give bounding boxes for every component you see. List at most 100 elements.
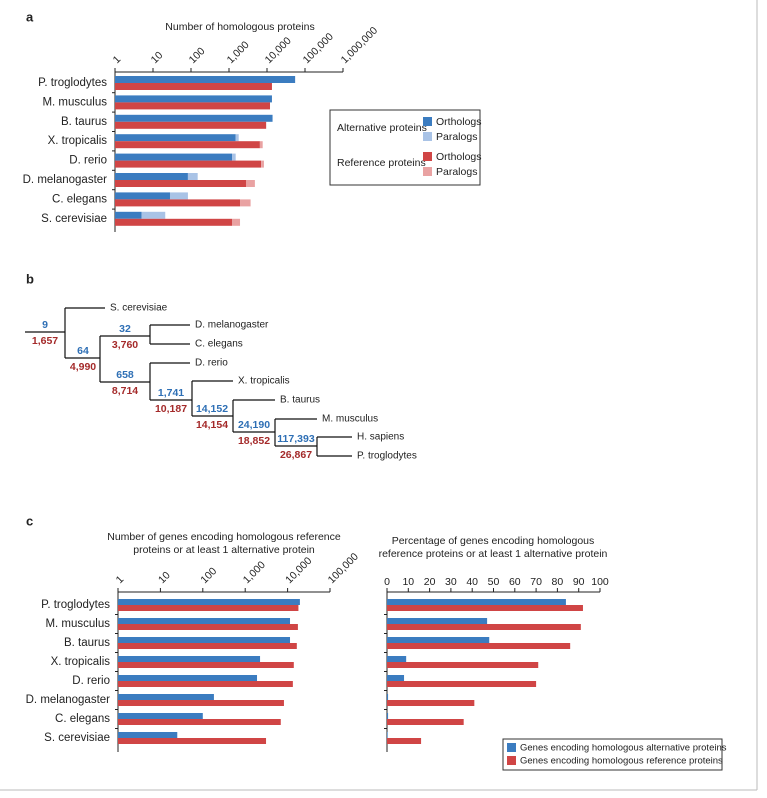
y-tick-label: D. rerio xyxy=(69,155,107,167)
y-tick-label: S. cerevisiae xyxy=(41,213,107,225)
leaf-label: H. sapiens xyxy=(357,432,404,443)
y-tick-label: P. troglodytes xyxy=(38,77,107,89)
bar xyxy=(387,618,488,624)
x-tick-label: 10,000 xyxy=(283,555,314,586)
bar xyxy=(169,192,188,200)
x-tick-label: 100,000 xyxy=(326,551,361,586)
legend-group: Reference proteins xyxy=(337,157,426,169)
bar xyxy=(387,624,581,630)
bar xyxy=(387,694,389,700)
y-tick-label: C. elegans xyxy=(55,713,110,725)
bar xyxy=(115,95,272,103)
bar xyxy=(387,681,537,687)
bar xyxy=(118,637,291,643)
bar xyxy=(245,180,255,187)
bar xyxy=(387,738,422,744)
leaf-label: D. rerio xyxy=(195,358,228,369)
legend-label: Paralogs xyxy=(436,131,477,143)
x-tick-label: 100 xyxy=(187,45,208,66)
bar xyxy=(387,605,583,611)
bar xyxy=(115,180,246,187)
y-tick-label: M. musculus xyxy=(45,618,110,630)
bar xyxy=(115,76,296,83)
panel-label: c xyxy=(26,513,33,528)
x-tick-label: 70 xyxy=(530,576,542,588)
legend-swatch xyxy=(423,152,432,161)
x-tick-label: 1,000 xyxy=(225,39,252,66)
x-tick-label: 1,000,000 xyxy=(339,24,381,66)
bar xyxy=(115,141,260,149)
node-value: 24,190 xyxy=(238,419,270,431)
bar xyxy=(118,599,300,605)
bar xyxy=(387,662,539,668)
x-tick-label: 10 xyxy=(402,576,414,588)
x-tick-label: 10 xyxy=(156,569,173,586)
bar xyxy=(115,211,142,219)
bar xyxy=(115,102,271,110)
x-tick-label: 50 xyxy=(488,576,500,588)
leaf-label: C. elegans xyxy=(195,339,243,350)
bar xyxy=(118,738,267,744)
bar xyxy=(118,719,281,725)
legend-label: Genes encoding homologous alternative pr… xyxy=(520,743,727,754)
legend-swatch xyxy=(423,117,432,126)
chart-title: Number of homologous proteins xyxy=(165,21,314,33)
y-tick-label: B. taurus xyxy=(61,116,107,128)
legend xyxy=(329,109,481,186)
bar xyxy=(115,121,267,129)
bar xyxy=(115,173,188,180)
node-value: 14,154 xyxy=(196,419,228,431)
node-value: 26,867 xyxy=(280,449,312,461)
node-value: 117,393 xyxy=(277,433,315,445)
y-tick-label: S. cerevisiae xyxy=(44,732,110,744)
legend-swatch xyxy=(507,743,516,752)
leaf-label: M. musculus xyxy=(322,414,378,425)
legend-label: Orthologs xyxy=(436,116,482,128)
leaf-label: S. cerevisiae xyxy=(110,303,168,314)
x-tick-label: 1 xyxy=(114,573,127,586)
legend-label: Paralogs xyxy=(436,166,477,178)
legend-swatch xyxy=(423,167,432,176)
bar xyxy=(118,605,299,611)
bar xyxy=(259,141,263,149)
bar xyxy=(118,624,298,630)
panel-label: a xyxy=(26,9,34,24)
legend-group: Alternative proteins xyxy=(337,122,427,134)
node-value: 4,990 xyxy=(70,361,96,373)
x-tick-label: 100 xyxy=(591,576,609,588)
x-tick-label: 1,000 xyxy=(241,559,268,586)
bar xyxy=(118,713,203,719)
node-value: 1,741 xyxy=(158,387,184,399)
bar xyxy=(232,153,236,161)
x-tick-label: 20 xyxy=(424,576,436,588)
x-tick-label: 10 xyxy=(149,49,166,66)
y-tick-label: D. rerio xyxy=(72,675,110,687)
node-value: 64 xyxy=(77,345,89,357)
bar xyxy=(141,211,166,219)
bar xyxy=(240,199,251,207)
bar xyxy=(387,700,475,706)
x-tick-label: 100,000 xyxy=(301,31,336,66)
legend-label: Orthologs xyxy=(436,151,482,163)
legend-swatch xyxy=(423,132,432,141)
bar xyxy=(261,160,264,168)
bar xyxy=(118,732,178,738)
y-tick-label: M. musculus xyxy=(42,96,107,108)
leaf-label: X. tropicalis xyxy=(238,376,290,387)
bar xyxy=(387,599,566,605)
bar xyxy=(387,656,407,662)
bar xyxy=(118,643,297,649)
node-value: 8,714 xyxy=(112,385,138,397)
bar xyxy=(187,173,198,180)
y-tick-label: C. elegans xyxy=(52,193,107,205)
y-tick-label: X. tropicalis xyxy=(48,135,108,147)
x-tick-label: 80 xyxy=(552,576,564,588)
y-tick-label: B. taurus xyxy=(64,637,110,649)
bar xyxy=(235,134,239,142)
chart-title: Number of genes encoding homologous refe… xyxy=(107,531,341,543)
node-value: 1,657 xyxy=(32,335,58,347)
bar xyxy=(118,662,294,668)
bar xyxy=(232,218,241,226)
x-tick-label: 0 xyxy=(384,576,390,588)
